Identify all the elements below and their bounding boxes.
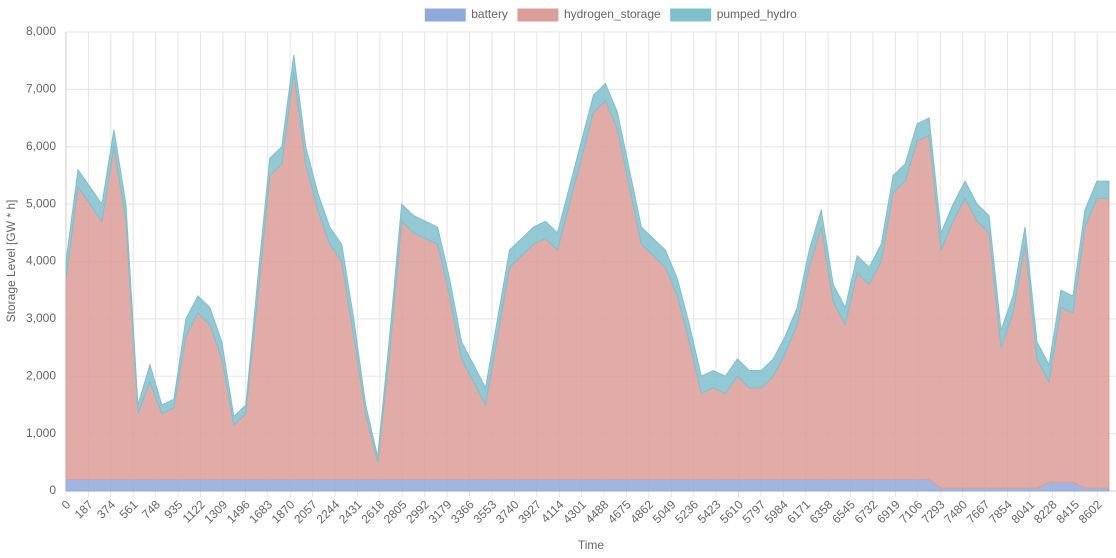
x-tick-label: 3366: [448, 497, 477, 526]
x-tick-label: 1870: [269, 497, 298, 526]
x-tick-label: 6545: [829, 497, 858, 526]
legend-swatch: [424, 8, 466, 22]
y-tick-label: 8,000: [26, 24, 56, 38]
x-tick-label: 4114: [538, 497, 566, 525]
x-tick-label: 5984: [762, 497, 791, 526]
x-tick-label: 2805: [381, 497, 410, 526]
legend-swatch: [670, 8, 712, 22]
area: [65, 54, 1110, 463]
y-tick-label: 2,000: [26, 368, 56, 382]
x-tick-label: 3179: [426, 497, 455, 526]
y-tick-label: 6,000: [26, 139, 56, 153]
y-axis-label: Storage Level [GW * h]: [4, 200, 18, 323]
x-tick-label: 561: [117, 497, 141, 521]
x-tick-label: 1496: [224, 497, 253, 526]
x-tick-label: 1683: [246, 497, 275, 526]
x-tick-label: 2618: [358, 497, 387, 526]
x-tick-label: 0: [59, 497, 74, 512]
y-tick-label: 5,000: [26, 196, 56, 210]
x-tick-label: 5797: [740, 497, 769, 526]
x-tick-label: 6732: [852, 497, 881, 526]
y-tick-label: 4,000: [26, 254, 56, 268]
x-tick-label: 4675: [605, 497, 634, 526]
x-tick-label: 3927: [515, 497, 544, 526]
x-tick-label: 2244: [314, 497, 343, 526]
x-tick-label: 374: [94, 497, 118, 521]
x-tick-label: 8228: [1031, 497, 1060, 526]
x-tick-label: 8415: [1053, 497, 1082, 526]
x-tick-label: 2431: [336, 497, 365, 526]
x-tick-label: 3740: [493, 497, 522, 526]
x-tick-label: 748: [139, 497, 163, 521]
x-tick-label: 3553: [471, 497, 500, 526]
legend-item: pumped_hydro: [670, 7, 797, 22]
x-tick-label: 1122: [180, 497, 208, 525]
x-tick-label: 2057: [291, 497, 320, 526]
y-tick-label: 7,000: [26, 82, 56, 96]
x-tick-label: 5423: [695, 497, 724, 526]
x-tick-label: 7854: [986, 497, 1015, 526]
x-tick-label: 2992: [403, 497, 432, 526]
y-tick-label: 1,000: [26, 426, 56, 440]
legend-label: hydrogen_storage: [564, 7, 661, 21]
legend-swatch: [517, 8, 559, 22]
x-tick-label: 7667: [964, 497, 993, 526]
x-tick-label: 7480: [941, 497, 970, 526]
x-axis-label: Time: [578, 538, 605, 552]
x-tick-label: 4301: [560, 497, 589, 526]
x-tick-label: 7106: [896, 497, 925, 526]
x-tick-label: 6919: [874, 497, 903, 526]
legend-label: pumped_hydro: [717, 7, 797, 21]
x-tick-label: 1309: [202, 497, 231, 526]
legend-item: battery: [424, 7, 508, 22]
x-tick-label: 5049: [650, 497, 679, 526]
x-tick-label: 5236: [672, 497, 701, 526]
x-tick-label: 8041: [1009, 497, 1038, 526]
x-tick-label: 5610: [717, 497, 746, 526]
x-tick-label: 6171: [784, 497, 813, 526]
x-tick-label: 8602: [1076, 497, 1105, 526]
x-tick-label: 187: [72, 497, 96, 521]
x-tick-label: 4488: [583, 497, 612, 526]
y-tick-label: 0: [49, 483, 56, 497]
x-tick-label: 6358: [807, 497, 836, 526]
legend-item: hydrogen_storage: [517, 7, 661, 22]
y-tick-label: 3,000: [26, 311, 56, 325]
x-tick-label: 4862: [627, 497, 656, 526]
legend-label: battery: [471, 7, 508, 21]
x-tick-label: 7293: [919, 497, 948, 526]
